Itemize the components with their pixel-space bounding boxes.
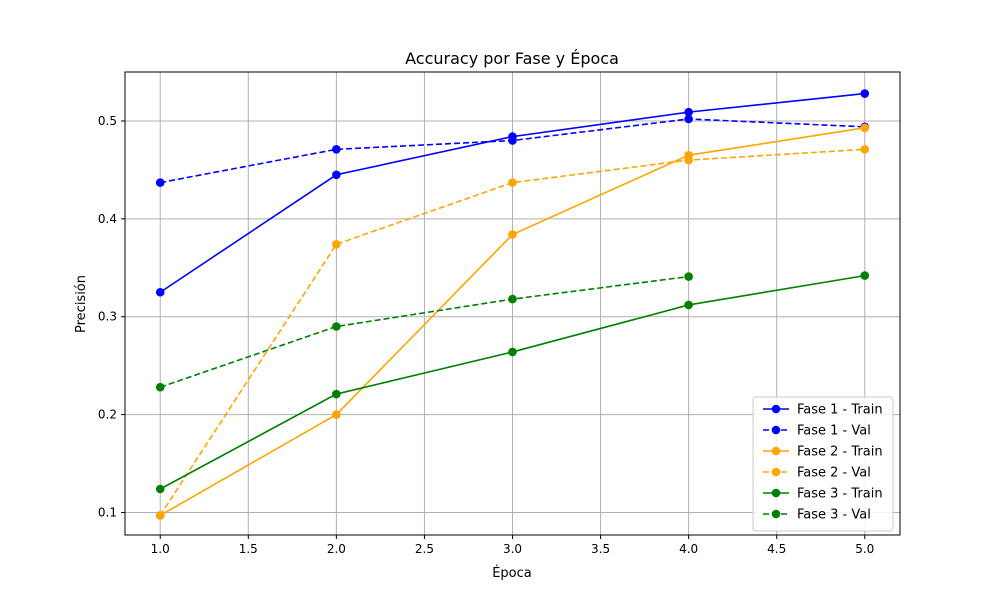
tick-layer: 1.0 1.5 2.0 2.5 3.0 3.5 4.0 4.5 5.0 0.1 0.2 0.3 0.4 0…: [98, 114, 874, 556]
x-tick-label: 2.0: [327, 542, 346, 556]
data-point: [155, 511, 165, 520]
y-tick-label: 0.5: [98, 114, 117, 128]
legend-label: Fase 2 - Val: [797, 466, 871, 481]
data-point: [508, 136, 517, 145]
legend-marker: [771, 446, 781, 456]
series-line-5: [159, 275, 689, 388]
data-point: [684, 300, 693, 310]
legend-marker: [771, 467, 781, 477]
data-point: [860, 123, 870, 133]
data-point: [332, 410, 341, 419]
chart-title: Accuracy por Fase y Época: [405, 49, 619, 68]
data-point: [860, 145, 870, 154]
data-point: [332, 239, 341, 249]
legend-marker: [771, 425, 781, 435]
legend-box: [752, 396, 894, 532]
data-point: [684, 272, 693, 281]
series-layer: [155, 89, 870, 520]
legend-label: Fase 3 - Train: [797, 487, 883, 502]
data-point: [508, 347, 517, 357]
data-point: [332, 322, 341, 331]
data-point: [508, 178, 517, 187]
data-point: [155, 484, 165, 494]
legend-marker: [771, 488, 781, 498]
y-tick-label: 0.2: [98, 408, 117, 422]
y-tick-label: 0.3: [98, 310, 117, 324]
data-point: [332, 170, 341, 180]
data-point: [155, 287, 165, 297]
data-point: [860, 271, 870, 280]
x-tick-label: 4.5: [767, 542, 786, 556]
data-point: [860, 89, 870, 98]
x-tick-label: 3.5: [591, 542, 610, 556]
data-point: [508, 294, 517, 304]
x-tick-label: 3.0: [503, 542, 522, 556]
x-tick-label: 1.0: [151, 542, 170, 556]
data-point: [155, 382, 165, 392]
data-point: [684, 155, 693, 165]
x-tick-label: 4.0: [679, 542, 698, 556]
data-point: [684, 114, 693, 124]
data-point: [332, 145, 341, 154]
legend: Fase 1 - Train Fase 1 - Val Fase 2 - Train…: [752, 396, 894, 532]
legend-marker: [771, 404, 781, 414]
legend-label: Fase 3 - Val: [797, 508, 871, 523]
data-point: [508, 230, 517, 239]
data-point: [684, 107, 693, 117]
legend-label: Fase 1 - Val: [797, 424, 871, 439]
x-axis-label: Época: [492, 565, 532, 581]
legend-marker: [771, 509, 781, 519]
x-tick-label: 5.0: [855, 542, 874, 556]
y-axis-label: Precisión: [74, 275, 89, 333]
legend-label: Fase 1 - Train: [797, 403, 883, 418]
data-point: [155, 178, 165, 187]
x-tick-label: 1.5: [239, 542, 258, 556]
data-point: [332, 389, 341, 399]
y-tick-label: 0.4: [98, 212, 117, 226]
y-tick-label: 0.1: [98, 505, 117, 519]
legend-label: Fase 2 - Train: [797, 445, 883, 460]
x-tick-label: 2.5: [415, 542, 434, 556]
